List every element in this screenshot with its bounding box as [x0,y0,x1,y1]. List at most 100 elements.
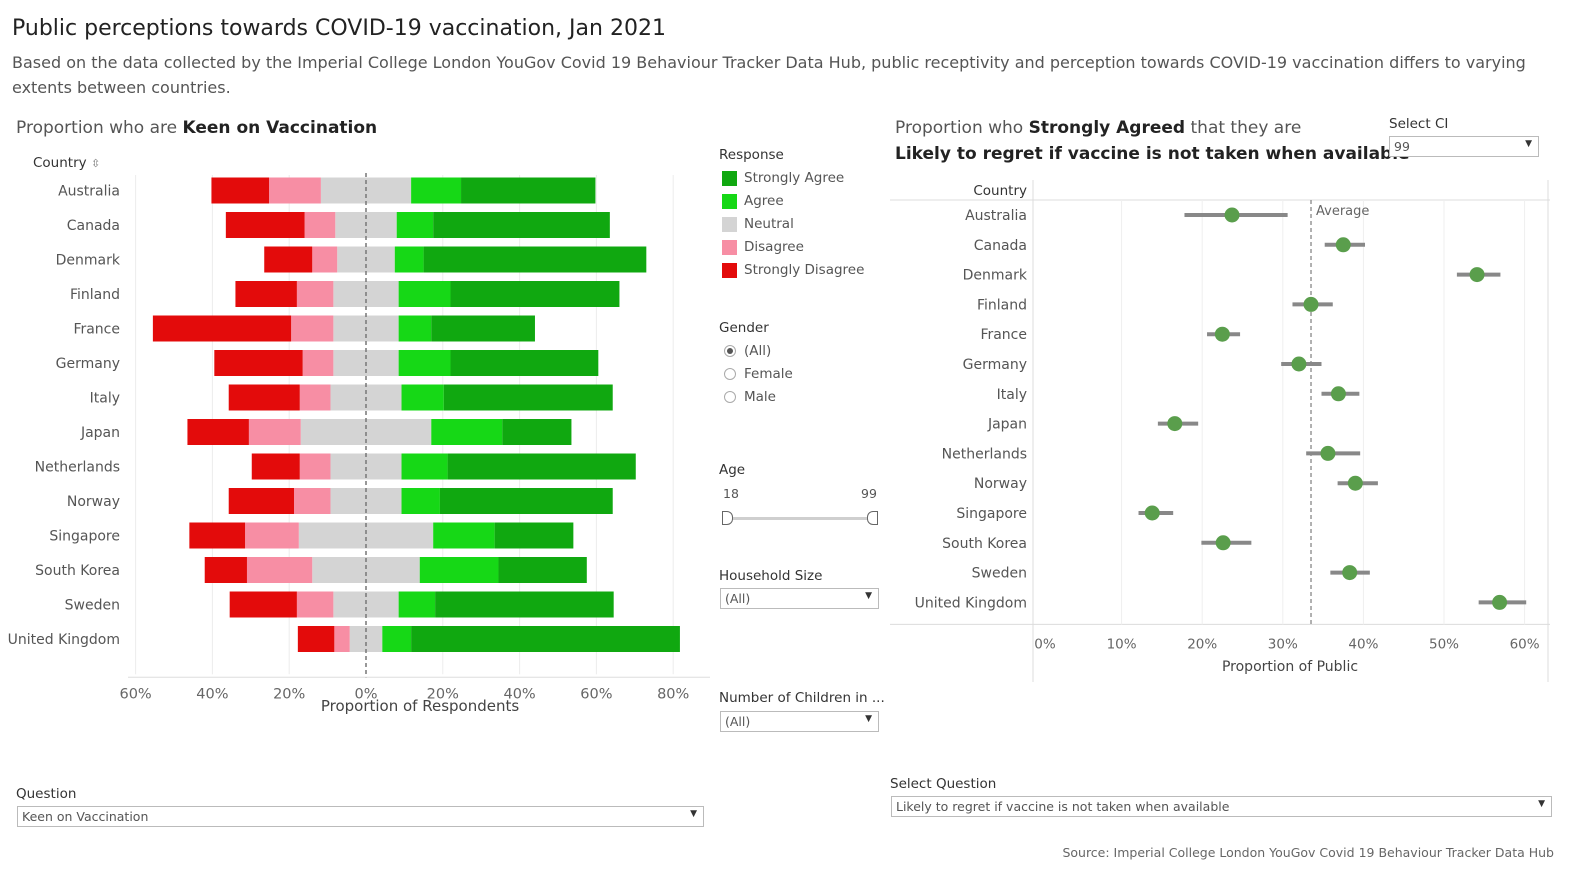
bar-segment[interactable] [269,177,321,204]
country-label: United Kingdom [8,632,120,648]
bar-segment[interactable] [394,246,424,273]
bar-segment[interactable] [435,591,614,618]
legend-label: Agree [744,193,784,209]
bar-segment[interactable] [382,626,412,652]
data-point[interactable] [1303,296,1319,312]
age-slider-track[interactable] [728,517,874,520]
country-label: Finland [70,287,120,303]
data-point[interactable] [1291,356,1307,372]
bar-segment[interactable] [297,626,335,652]
bar-segment[interactable] [398,281,451,307]
data-point[interactable] [1469,267,1485,283]
bar-segment[interactable] [411,626,680,652]
bar-segment[interactable] [423,246,647,273]
question-dropdown[interactable]: Keen on Vaccination ▼ [17,806,704,827]
data-point[interactable] [1224,207,1240,223]
bar-segment[interactable] [398,591,436,618]
data-point[interactable] [1215,535,1231,551]
bar-segment[interactable] [433,212,610,238]
dropdown-arrow-icon: ▼ [690,809,697,819]
bar-segment[interactable] [431,419,503,445]
data-point[interactable] [1320,445,1336,461]
bar-segment[interactable] [401,384,444,411]
right-country-axis-header[interactable]: Country [973,183,1027,199]
age-min-value: 18 [723,486,739,501]
country-label: Italy [90,391,120,407]
bar-segment[interactable] [204,557,247,583]
right-chart-title-line1: Proportion who Strongly Agreed that they… [895,118,1301,138]
legend-swatch [722,171,737,186]
data-point[interactable] [1214,326,1230,342]
bar-segment[interactable] [450,350,599,376]
legend-label: Disagree [744,239,804,255]
bar-segment[interactable] [419,557,499,583]
bar-segment[interactable] [411,177,462,204]
legend-label: Strongly Agree [744,170,845,186]
data-point[interactable] [1144,505,1160,521]
data-point[interactable] [1167,416,1183,432]
country-label: Japan [80,425,120,441]
bar-segment[interactable] [214,350,303,376]
select-ci-dropdown[interactable]: 99 ▼ [1389,136,1539,157]
bar-segment[interactable] [299,453,331,480]
radio-selected-icon [724,345,736,357]
select-ci-value: 99 [1394,139,1410,154]
bar-segment[interactable] [433,522,495,549]
bar-segment[interactable] [443,384,613,411]
bar-segment[interactable] [296,281,334,307]
bar-segment[interactable] [245,522,299,549]
data-point[interactable] [1335,237,1351,253]
bar-segment[interactable] [229,591,297,618]
bar-segment[interactable] [396,212,434,238]
country-label: Singapore [49,529,120,545]
bar-segment[interactable] [494,522,574,549]
select-ci-label: Select CI [1389,116,1449,132]
bar-segment[interactable] [431,315,535,342]
bar-segment[interactable] [398,315,432,342]
bar-segment[interactable] [450,281,620,307]
household-size-dropdown[interactable]: (All) ▼ [720,588,879,609]
bar-segment[interactable] [447,453,636,480]
bar-segment[interactable] [235,281,297,307]
country-axis-header[interactable]: Country ⇳ [33,155,100,171]
dropdown-arrow-icon: ▼ [865,714,872,724]
age-slider-min-handle[interactable] [722,511,733,525]
bar-segment[interactable] [246,557,313,583]
x-tick-label: 50% [1429,636,1459,652]
data-point[interactable] [1330,386,1346,402]
bar-segment[interactable] [187,419,249,445]
bar-segment[interactable] [211,177,270,204]
bar-segment[interactable] [498,557,587,583]
data-point[interactable] [1492,594,1508,610]
bar-segment[interactable] [304,212,336,238]
bar-segment[interactable] [398,350,451,376]
bar-segment[interactable] [225,212,305,238]
bar-segment[interactable] [228,384,300,411]
select-question-dropdown[interactable]: Likely to regret if vaccine is not taken… [891,796,1552,817]
x-tick-label: 30% [1268,636,1298,652]
bar-segment[interactable] [152,315,292,342]
country-label: South Korea [35,563,120,579]
children-dropdown[interactable]: (All) ▼ [720,711,879,732]
data-point[interactable] [1342,565,1358,581]
bar-segment[interactable] [296,591,334,618]
data-point[interactable] [1347,475,1363,491]
bar-segment[interactable] [228,488,294,514]
bar-segment[interactable] [312,246,338,273]
bar-segment[interactable] [401,453,448,480]
bar-segment[interactable] [461,177,596,204]
age-slider-max-handle[interactable] [867,511,878,525]
legend-swatch [722,217,737,232]
bar-segment[interactable] [334,626,350,652]
bar-segment[interactable] [299,384,331,411]
bar-segment[interactable] [502,419,572,445]
bar-segment[interactable] [251,453,300,480]
bar-segment[interactable] [302,350,334,376]
bar-segment[interactable] [248,419,301,445]
bar-segment[interactable] [439,488,613,514]
bar-segment[interactable] [291,315,334,342]
bar-segment[interactable] [189,522,246,549]
bar-segment[interactable] [294,488,331,514]
bar-segment[interactable] [264,246,313,273]
bar-segment[interactable] [401,488,440,514]
